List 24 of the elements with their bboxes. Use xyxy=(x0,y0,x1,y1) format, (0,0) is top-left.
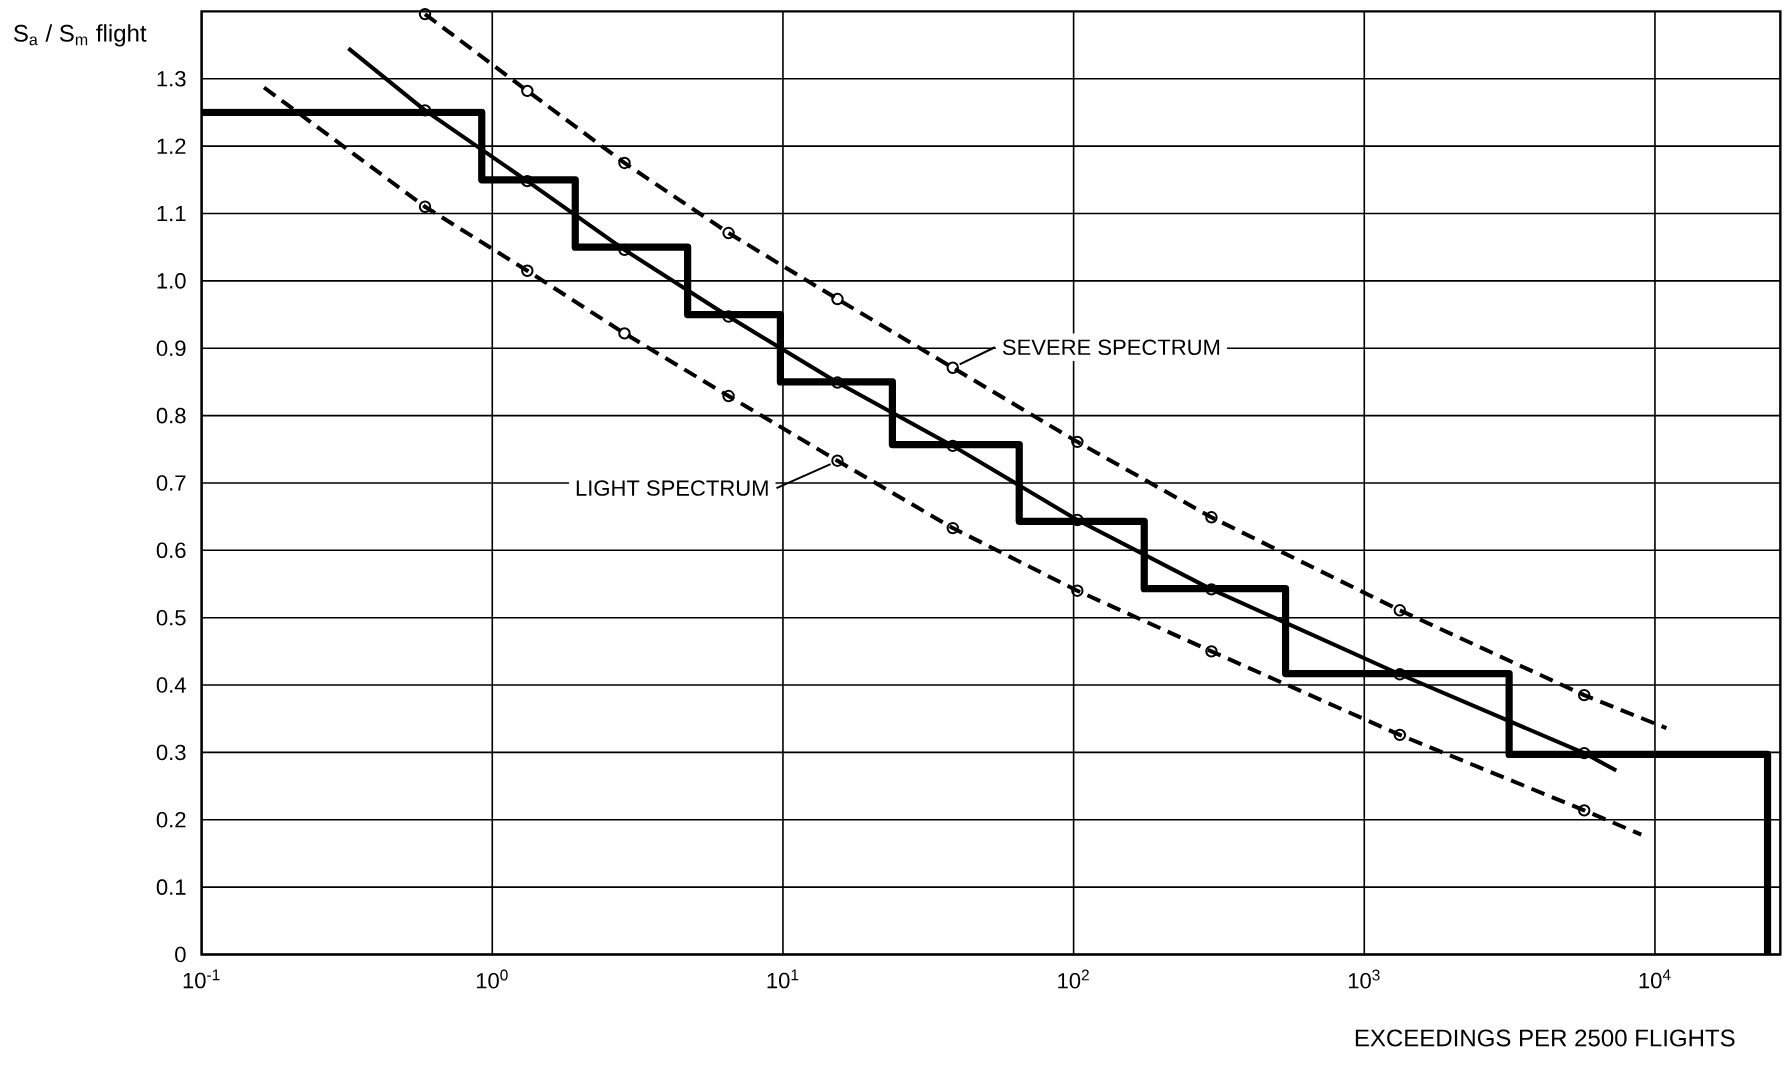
x-tick-label: 10$^{4}$ xyxy=(1639,969,1671,989)
y-tick-label: 0.5 xyxy=(156,609,186,626)
x-tick-label: 10$^{3}$ xyxy=(1348,969,1380,989)
y-tick-label: 0.6 xyxy=(156,542,186,559)
x-tick-label: 10$^{-1}$ xyxy=(183,969,220,989)
y-axis-title: S$_{a}$ / S$_{m}$ flight xyxy=(13,24,147,47)
y-tick-label: 0.1 xyxy=(156,879,186,895)
y-tick-label: 1.3 xyxy=(157,70,186,87)
y-tick-label: 1.2 xyxy=(157,138,186,154)
x-axis-title: EXCEEDINGS PER 2500 FLIGHTS xyxy=(1355,1029,1735,1047)
x-tick-label: 10$^{2}$ xyxy=(1058,969,1089,989)
y-tick-label: 0.4 xyxy=(156,677,186,693)
x-tick-label: 10$^{0}$ xyxy=(476,969,508,989)
annotation: SEVERE SPECTRUM xyxy=(1002,339,1220,356)
y-tick-label: 0.9 xyxy=(156,340,186,357)
y-tick-label: 0.7 xyxy=(156,475,186,491)
annotation: LIGHT SPECTRUM xyxy=(576,480,768,496)
y-tick-label: 1.1 xyxy=(157,205,186,222)
y-tick-label: 0.2 xyxy=(156,812,186,828)
y-tick-label: 0 xyxy=(175,946,186,963)
y-tick-label: 0.3 xyxy=(156,744,186,761)
y-tick-label: 1.0 xyxy=(157,273,186,289)
x-tick-label: 10$^{1}$ xyxy=(767,969,799,989)
y-tick-label: 0.8 xyxy=(156,407,186,424)
